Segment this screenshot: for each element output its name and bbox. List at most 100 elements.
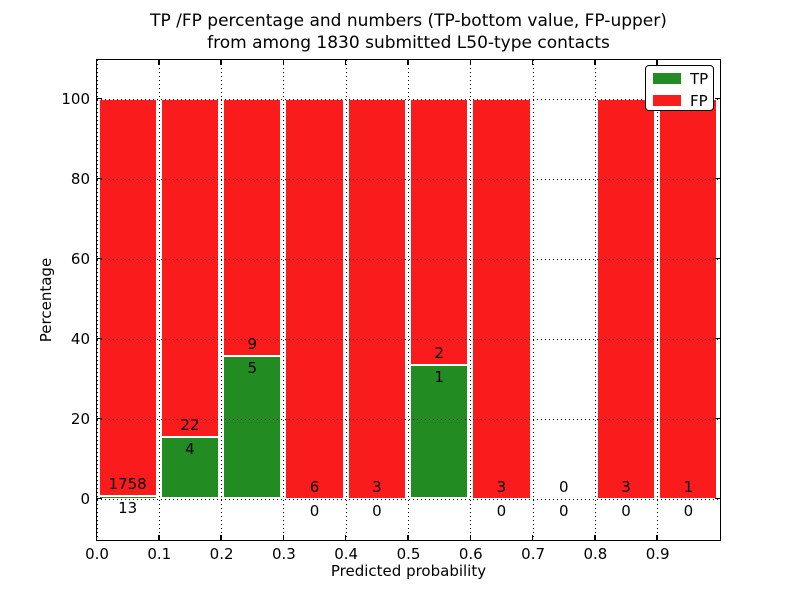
xtick-label-0.8: 0.8	[583, 545, 608, 563]
tick-top-0.5	[407, 59, 409, 65]
tick-right-80	[714, 177, 720, 180]
tick-right-100	[714, 97, 720, 100]
tick-top-0.8	[594, 59, 596, 65]
tick-left-0	[96, 497, 102, 500]
count-label-fp-0.0: 1758	[108, 474, 147, 493]
count-label-tp-0.1: 4	[185, 439, 195, 458]
legend-label-fp: FP	[690, 91, 708, 110]
gridline-x-0.9	[657, 59, 659, 540]
bar-fp-0.9	[659, 98, 718, 499]
count-label-tp-0.0: 13	[118, 498, 138, 517]
gridline-x-0.1	[158, 59, 160, 540]
tick-top-0.0	[95, 59, 98, 65]
legend-item-tp: TP	[646, 69, 713, 88]
legend-label-tp: TP	[690, 69, 709, 88]
tick-top-0.2	[220, 59, 222, 65]
xtick-label-0.2: 0.2	[209, 545, 234, 563]
tick-bottom-0.7	[531, 534, 534, 540]
xtick-label-0.6: 0.6	[458, 545, 483, 563]
count-label-fp-0.1: 22	[180, 415, 200, 434]
gridline-x-0.4	[345, 59, 347, 540]
ytick-label-20: 20	[70, 410, 90, 428]
tick-top-0.6	[469, 59, 472, 65]
tick-bottom-0.1	[158, 534, 160, 540]
bar-fp-0.2	[223, 98, 282, 356]
chart-title-line1: TP /FP percentage and numbers (TP-bottom…	[150, 11, 667, 31]
tick-bottom-0.8	[594, 534, 596, 540]
tick-bottom-0.5	[407, 534, 409, 540]
count-label-tp-0.6: 0	[496, 501, 507, 520]
ytick-label-40: 40	[70, 330, 90, 348]
count-label-tp-0.3: 0	[309, 501, 320, 520]
bar-fp-0.3	[285, 98, 344, 499]
count-label-tp-0.8: 0	[621, 501, 631, 520]
count-label-fp-0.2: 9	[247, 334, 258, 353]
bar-fp-0.6	[472, 98, 531, 499]
gridline-x-0.5	[408, 59, 409, 540]
gridline-x-0.8	[594, 59, 596, 540]
count-label-fp-0.4: 3	[372, 477, 382, 496]
count-label-tp-0.5: 1	[434, 368, 444, 387]
gridline-x-0.6	[470, 59, 472, 540]
ytick-label-80: 80	[70, 170, 90, 188]
count-label-fp-0.8: 3	[621, 477, 631, 496]
ytick-label-0: 0	[80, 490, 90, 508]
tick-left-80	[96, 177, 102, 180]
bar-fp-0.0	[98, 98, 157, 496]
tick-right-0	[714, 497, 720, 500]
tick-right-20	[714, 417, 720, 420]
count-label-tp-0.7: 0	[558, 501, 569, 520]
ytick-label-100: 100	[61, 90, 90, 108]
ytick-label-60: 60	[70, 250, 90, 268]
count-label-fp-0.5: 2	[434, 344, 444, 363]
tick-top-0.7	[531, 59, 534, 65]
legend-swatch-tp	[653, 73, 681, 84]
count-label-tp-0.9: 0	[683, 501, 694, 520]
x-axis-label: Predicted probability	[330, 562, 487, 580]
tick-left-100	[96, 97, 102, 100]
legend-swatch-fp	[653, 95, 681, 106]
legend-item-fp: FP	[646, 91, 713, 110]
bar-fp-0.4	[347, 98, 406, 499]
count-label-fp-0.9: 1	[683, 477, 694, 496]
legend: TP FP	[645, 65, 714, 111]
count-label-fp-0.6: 3	[496, 477, 507, 496]
tick-top-0.3	[282, 59, 285, 65]
tick-top-0.4	[344, 59, 347, 65]
bar-fp-0.5	[410, 98, 469, 366]
gridline-x-0.7	[532, 59, 534, 540]
xtick-label-0.3: 0.3	[271, 545, 296, 563]
gridline-x-0.2	[221, 59, 223, 540]
tick-bottom-0.6	[469, 534, 472, 540]
bar-tp-0.5	[410, 365, 469, 499]
count-label-fp-0.7: 0	[558, 477, 569, 496]
tick-left-40	[96, 337, 102, 340]
tick-bottom-0.3	[282, 534, 285, 540]
xtick-label-0.9: 0.9	[645, 545, 670, 563]
tick-left-20	[96, 417, 102, 420]
xtick-label-0.0: 0.0	[85, 545, 109, 563]
bar-fp-0.8	[596, 98, 656, 499]
tick-right-60	[714, 257, 720, 260]
plot-area: 1758 13 22 4 9 5 6 0 3 0 2 1 3 0 0 0 3 0 1 0	[95, 58, 721, 541]
tick-bottom-0.9	[656, 534, 658, 540]
xtick-label-0.5: 0.5	[396, 545, 421, 563]
count-label-fp-0.3: 6	[309, 477, 320, 496]
tick-top-0.1	[158, 59, 160, 65]
gridline-x-0.3	[283, 59, 285, 540]
count-label-tp-0.2: 5	[247, 358, 258, 377]
xtick-label-0.4: 0.4	[334, 545, 359, 563]
xtick-label-0.7: 0.7	[521, 545, 546, 563]
chart-title: TP /FP percentage and numbers (TP-bottom…	[95, 10, 722, 54]
tick-bottom-0.0	[95, 534, 98, 540]
count-label-tp-0.4: 0	[372, 501, 382, 520]
chart-title-line2: from among 1830 submitted L50-type conta…	[207, 33, 610, 53]
tick-right-40	[714, 337, 720, 340]
plot-inner: 1758 13 22 4 9 5 6 0 3 0 2 1 3 0 0 0 3 0 1 0	[95, 59, 720, 540]
xtick-label-0.1: 0.1	[147, 545, 172, 563]
tick-bottom-0.4	[344, 534, 347, 540]
bar-tp-0.2	[223, 355, 282, 499]
tick-top-0.9	[656, 59, 658, 65]
gridline-x-0.0	[96, 59, 98, 540]
